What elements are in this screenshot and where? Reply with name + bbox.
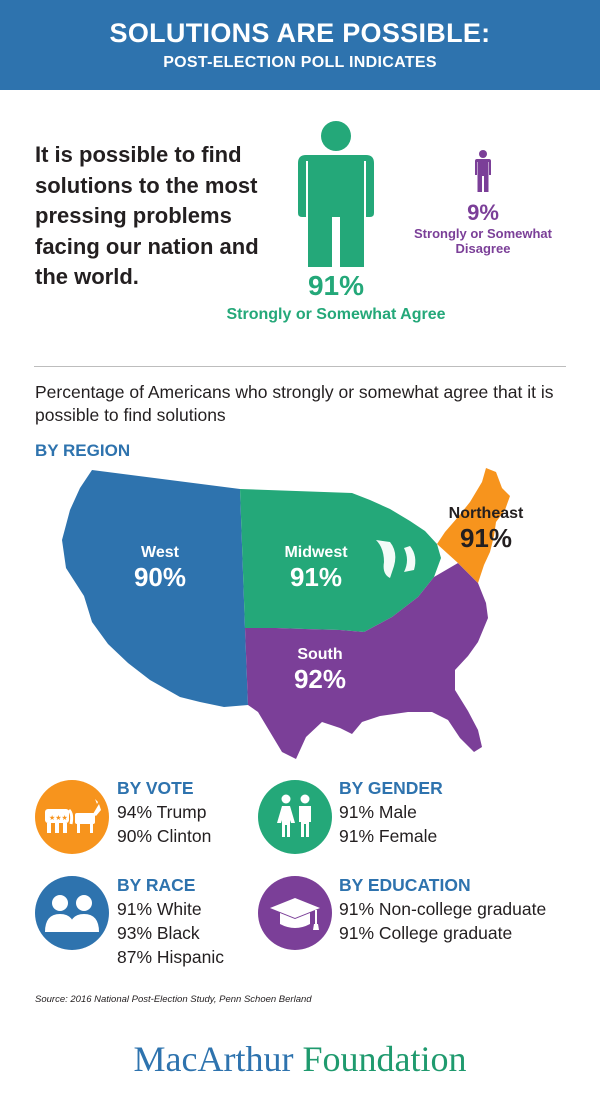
man-woman-icon (258, 780, 332, 854)
vote-title: BY VOTE (117, 778, 194, 798)
svg-text:★★★: ★★★ (49, 814, 68, 822)
midwest-region (240, 489, 441, 632)
disagree-person-icon (475, 150, 491, 192)
region-intro: Percentage of Americans who strongly or … (35, 382, 554, 425)
midwest-label: Midwest 91% (284, 544, 348, 592)
race-line-1: 91% White (117, 899, 202, 919)
gender-title: BY GENDER (339, 778, 443, 798)
disagree-percent: 9% (467, 200, 499, 225)
education-line-1: 91% Non-college graduate (339, 899, 547, 919)
vote-line-1: 94% Trump (117, 802, 207, 822)
race-title: BY RACE (117, 875, 196, 895)
elephant-donkey-icon: ★★★ (35, 780, 109, 854)
source-note: Source: 2016 National Post-Election Stud… (35, 994, 312, 1005)
northeast-region (437, 468, 510, 583)
region-section-title: BY REGION (35, 441, 131, 460)
south-region (245, 563, 488, 759)
agree-label: Strongly or Somewhat Agree (226, 306, 446, 323)
us-region-map (62, 468, 510, 759)
page-subtitle: POST-ELECTION POLL INDICATES (163, 54, 437, 71)
logo-foundation: Foundation (302, 1039, 467, 1079)
west-region (62, 470, 248, 707)
logo-macarthur: MacArthur (133, 1039, 294, 1079)
page-title: SOLUTIONS ARE POSSIBLE: (109, 18, 491, 48)
section-divider (34, 366, 566, 367)
vote-line-2: 90% Clinton (117, 826, 212, 846)
people-icon (35, 876, 109, 950)
header-banner: SOLUTIONS ARE POSSIBLE: POST-ELECTION PO… (0, 0, 600, 90)
education-line-2: 91% College graduate (339, 923, 513, 943)
gender-line-2: 91% Female (339, 826, 438, 846)
northeast-label: Northeast 91% (448, 505, 524, 553)
agree-percent: 91% (307, 270, 365, 301)
poll-statement: It is possible to find solutions to the … (35, 142, 259, 289)
race-line-3: 87% Hispanic (117, 947, 224, 967)
disagree-label: Strongly or Somewhat Disagree (414, 226, 552, 256)
macarthur-foundation-logo: MacArthur Foundation (0, 1038, 600, 1080)
education-title: BY EDUCATION (339, 875, 471, 895)
gender-line-1: 91% Male (339, 802, 417, 822)
south-label: South 92% (293, 646, 347, 694)
graduation-cap-icon (258, 876, 332, 950)
agree-person-icon (298, 121, 374, 267)
race-line-2: 93% Black (117, 923, 200, 943)
west-label: West 90% (133, 544, 187, 592)
